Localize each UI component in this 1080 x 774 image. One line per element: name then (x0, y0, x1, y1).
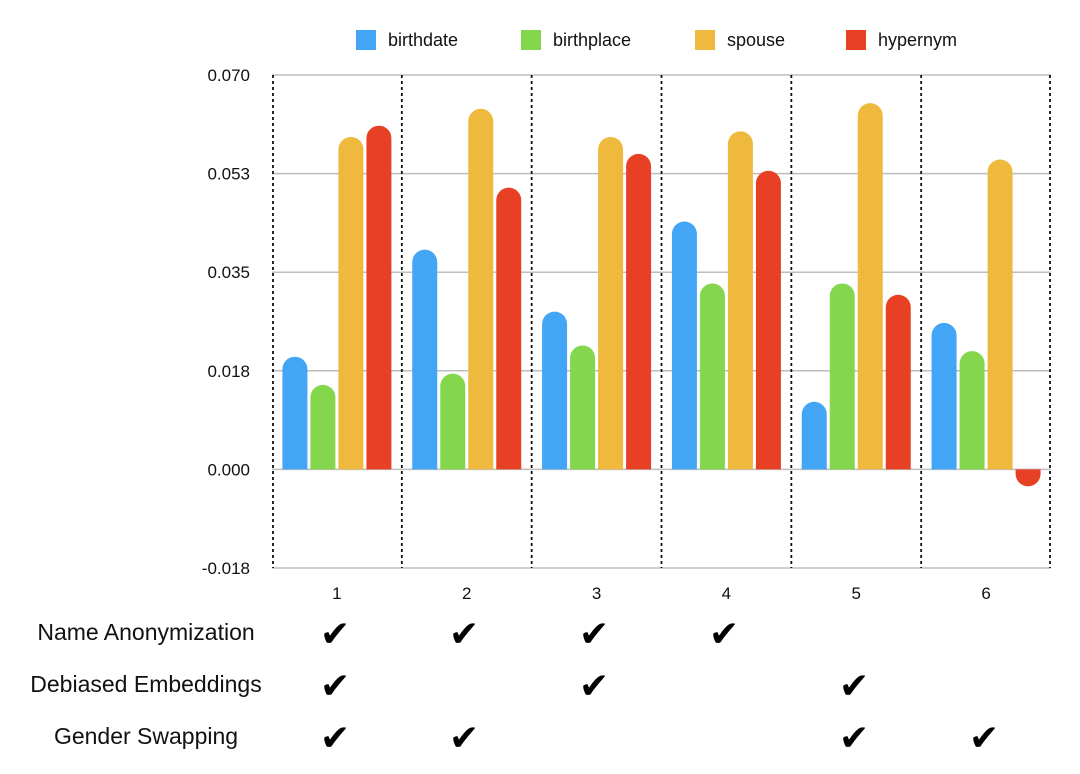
bar-hypernym-4 (755, 170, 781, 470)
bar-birthplace-2 (440, 373, 466, 470)
checkmark-icon: ✔ (449, 614, 480, 655)
legend-swatch-spouse (695, 30, 715, 50)
bar-spouse-5 (857, 103, 883, 470)
legend-label-birthdate: birthdate (388, 30, 458, 50)
bar-birthplace-4 (699, 283, 725, 470)
legend-label-hypernym: hypernym (878, 30, 957, 50)
bar-hypernym-6 (1015, 469, 1041, 487)
bar-birthdate-6 (931, 322, 957, 470)
x-tick-label: 2 (462, 584, 471, 603)
condition-label: Debiased Embeddings (30, 671, 262, 697)
y-tick-label: 0.018 (207, 362, 250, 381)
x-tick-label: 5 (852, 584, 861, 603)
bar-birthplace-3 (570, 345, 596, 470)
bar-birthdate-3 (542, 311, 568, 470)
y-tick-label: 0.053 (207, 165, 250, 184)
condition-label: Name Anonymization (37, 619, 255, 645)
checkmark-icon: ✔ (579, 666, 610, 707)
checkmark-icon: ✔ (320, 614, 351, 655)
checkmark-icon: ✔ (709, 614, 740, 655)
bar-birthplace-5 (829, 283, 855, 470)
bar-birthdate-1 (282, 356, 308, 470)
bar-hypernym-3 (626, 153, 652, 470)
y-tick-label: 0.000 (207, 460, 250, 479)
legend-swatch-birthdate (356, 30, 376, 50)
bar-hypernym-2 (496, 187, 522, 470)
legend-label-birthplace: birthplace (553, 30, 631, 50)
legend-swatch-hypernym (846, 30, 866, 50)
bar-hypernym-1 (366, 125, 392, 470)
y-tick-label: -0.018 (202, 559, 250, 578)
condition-label: Gender Swapping (53, 723, 239, 749)
x-tick-label: 6 (981, 584, 990, 603)
x-tick-label: 3 (592, 584, 601, 603)
bar-hypernym-5 (885, 294, 911, 470)
x-tick-label: 4 (722, 584, 731, 603)
checkmark-icon: ✔ (320, 718, 351, 759)
bar-chart: 0.070 0.053 0.035 0.018 0.000 -0.018 1 2 3 4 5 6 bir… (202, 30, 1051, 603)
checkmark-icon: ✔ (969, 718, 1000, 759)
bar-spouse-1 (338, 136, 364, 470)
bar-birthdate-2 (412, 249, 438, 470)
legend-swatch-birthplace (521, 30, 541, 50)
bar-birthdate-5 (801, 401, 827, 470)
checkmark-icon: ✔ (320, 666, 351, 707)
x-tick-label: 1 (332, 584, 341, 603)
bar-birthplace-6 (959, 351, 985, 470)
y-tick-label: 0.070 (207, 66, 250, 85)
bar-spouse-6 (987, 159, 1013, 470)
bar-spouse-3 (598, 136, 624, 470)
bar-birthplace-1 (310, 384, 336, 470)
legend-label-spouse: spouse (727, 30, 785, 50)
checkmark-icon: ✔ (449, 718, 480, 759)
bar-birthdate-4 (671, 221, 697, 470)
checkmark-icon: ✔ (839, 666, 870, 707)
y-tick-label: 0.035 (207, 263, 250, 282)
checkmark-icon: ✔ (839, 718, 870, 759)
checkmark-icon: ✔ (579, 614, 610, 655)
bar-spouse-4 (727, 131, 753, 470)
bar-spouse-2 (468, 108, 494, 470)
